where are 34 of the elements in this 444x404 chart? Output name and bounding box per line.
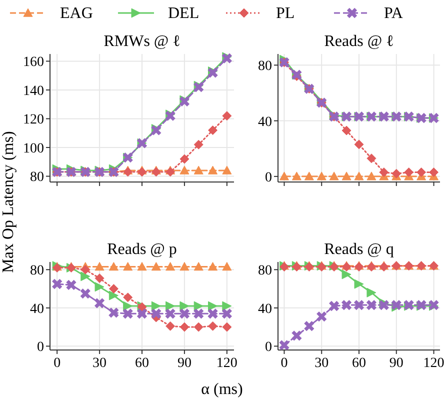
legend-label: EAG [60, 5, 94, 22]
y-axis-title: Max Op Latency (ms) [0, 131, 17, 273]
y-tick-label: 120 [23, 112, 44, 128]
x-tick-label: 120 [423, 356, 444, 371]
legend-label: PA [384, 5, 404, 22]
x-tick-label: 0 [54, 356, 61, 371]
chart-title: Reads @ ℓ [324, 33, 394, 50]
y-tick-label: 40 [258, 302, 272, 317]
legend-label: PL [276, 5, 295, 22]
y-tick-label: 80 [30, 170, 44, 186]
y-tick-label: 140 [23, 84, 44, 99]
x-tick-label: 30 [314, 356, 329, 371]
y-tick-label: 160 [23, 55, 44, 70]
y-tick-label: 0 [265, 170, 272, 186]
y-tick-label: 0 [265, 340, 272, 356]
y-tick-label: 40 [30, 302, 44, 317]
x-tick-label: 60 [352, 356, 366, 371]
y-tick-label: 80 [258, 59, 272, 74]
y-tick-label: 0 [37, 340, 44, 356]
y-tick-label: 80 [30, 264, 44, 279]
x-tick-label: 60 [135, 356, 149, 371]
x-tick-label: 90 [177, 356, 192, 371]
x-tick-label: 0 [280, 356, 288, 371]
chart-title: Reads @ p [107, 241, 177, 258]
x-tick-label: 120 [216, 356, 238, 371]
x-tick-label: 90 [389, 356, 404, 371]
legend-label: DEL [168, 5, 200, 22]
chart-title: RMWs @ ℓ [104, 33, 180, 50]
y-tick-label: 40 [258, 114, 272, 130]
x-axis-title: α (ms) [201, 381, 243, 398]
y-tick-label: 100 [23, 141, 44, 156]
y-tick-label: 80 [258, 264, 272, 279]
x-tick-label: 30 [92, 356, 107, 371]
chart-title: Reads @ q [324, 241, 394, 258]
